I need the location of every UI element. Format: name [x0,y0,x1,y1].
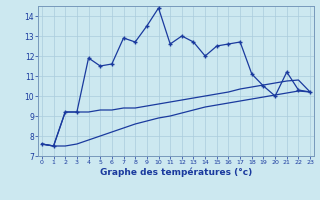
X-axis label: Graphe des températures (°c): Graphe des températures (°c) [100,168,252,177]
